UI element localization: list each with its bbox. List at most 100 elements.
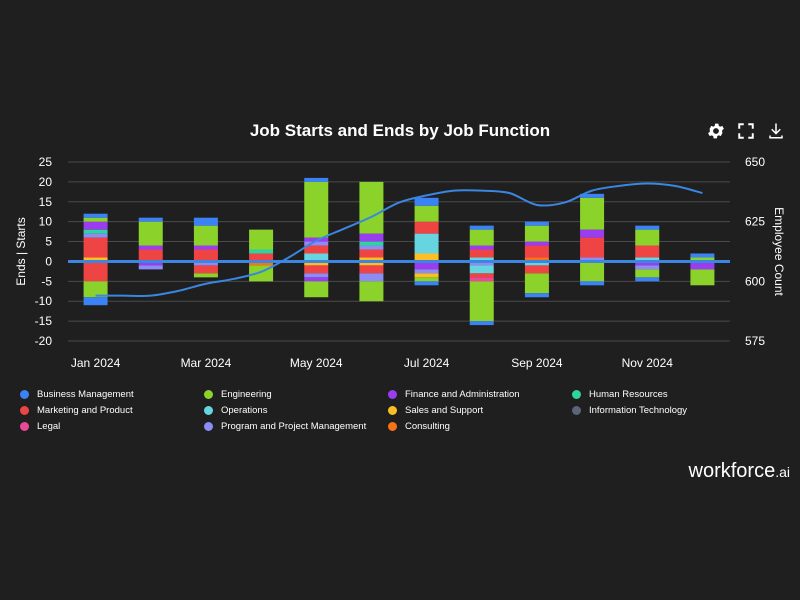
legend-label: Marketing and Product bbox=[37, 405, 133, 416]
bar-segment-end bbox=[359, 273, 384, 282]
bars-group bbox=[83, 177, 715, 326]
bar-segment-end bbox=[193, 261, 218, 266]
bar-segment-start bbox=[359, 241, 384, 246]
y2-tick-label: 625 bbox=[745, 215, 765, 229]
legend-item[interactable]: Operations bbox=[204, 405, 267, 416]
legend-label: Operations bbox=[221, 405, 268, 416]
bar-segment-end bbox=[249, 261, 274, 266]
bar-segment-end bbox=[304, 277, 329, 282]
y-tick-label: -20 bbox=[35, 334, 53, 348]
legend-item[interactable]: Information Technology bbox=[572, 405, 687, 416]
bar-segment-end bbox=[469, 265, 494, 274]
legend-label: Finance and Administration bbox=[405, 389, 520, 400]
legend-item[interactable]: Program and Project Management bbox=[204, 421, 366, 432]
bar-segment-start bbox=[635, 257, 660, 262]
bar-segment-start bbox=[414, 205, 439, 222]
bar-segment-start bbox=[83, 213, 108, 218]
bar-segment-end bbox=[469, 261, 494, 266]
bar-segment-end bbox=[83, 261, 108, 282]
bar-segment-end bbox=[524, 261, 549, 266]
bar-segment-start bbox=[304, 237, 329, 242]
legend-item[interactable]: Finance and Administration bbox=[388, 389, 520, 400]
x-tick-label: Nov 2024 bbox=[622, 356, 674, 370]
bar-segment-end bbox=[580, 261, 605, 282]
legend-swatch bbox=[20, 406, 29, 415]
x-tick-label: Jul 2024 bbox=[404, 356, 450, 370]
axes-group: 25 20 15 10 5 0 -5 -10 -15 -20 650 625 600 575 Jan 202… bbox=[14, 155, 786, 370]
chart-title: Job Starts and Ends by Job Function bbox=[249, 121, 551, 140]
legend-swatch bbox=[388, 422, 397, 431]
bar-segment-start bbox=[635, 245, 660, 258]
brand-logo: workforce.ai bbox=[689, 460, 791, 483]
bar-segment-end bbox=[635, 261, 660, 266]
bar-segment-end bbox=[690, 261, 715, 270]
x-tick-label: Sep 2024 bbox=[511, 356, 563, 370]
bar-segment-start bbox=[580, 193, 605, 198]
legend-swatch bbox=[572, 390, 581, 399]
bar-segment-end bbox=[414, 273, 439, 278]
y2-tick-label: 600 bbox=[745, 274, 765, 288]
bar-segment-start bbox=[138, 217, 163, 222]
bar-segment-end bbox=[359, 265, 384, 274]
bar-segment-start bbox=[359, 245, 384, 250]
legend-swatch bbox=[20, 422, 29, 431]
legend-label: Consulting bbox=[405, 421, 450, 432]
bar-segment-start bbox=[359, 181, 384, 234]
settings-icon[interactable] bbox=[706, 121, 726, 141]
bar-segment-end bbox=[524, 273, 549, 294]
bar-segment-start bbox=[414, 233, 439, 254]
bar-segment-start bbox=[524, 221, 549, 226]
y-tick-label: -5 bbox=[41, 274, 52, 288]
download-icon[interactable] bbox=[766, 121, 786, 141]
bar-segment-start bbox=[524, 257, 549, 262]
legend-item[interactable]: Consulting bbox=[388, 421, 450, 432]
x-tick-label: Mar 2024 bbox=[181, 356, 232, 370]
bar-segment-end bbox=[83, 281, 108, 298]
y-tick-label: 15 bbox=[39, 195, 53, 209]
x-tick-label: May 2024 bbox=[290, 356, 343, 370]
bar-segment-start bbox=[524, 245, 549, 258]
bar-segment-start bbox=[469, 245, 494, 250]
legend-label: Program and Project Management bbox=[221, 421, 367, 432]
legend-item[interactable]: Human Resources bbox=[572, 389, 668, 400]
bar-segment-start bbox=[359, 249, 384, 258]
y-tick-label: 25 bbox=[39, 155, 53, 169]
bar-segment-start bbox=[580, 197, 605, 230]
bar-segment-start bbox=[193, 245, 218, 250]
brand-suffix: .ai bbox=[775, 464, 790, 480]
bar-segment-end bbox=[304, 265, 329, 274]
fullscreen-icon[interactable] bbox=[736, 121, 756, 141]
bar-segment-start bbox=[138, 221, 163, 246]
headcount-line-group bbox=[95, 182, 703, 298]
bar-segment-start bbox=[83, 229, 108, 234]
bar-segment-start bbox=[469, 229, 494, 246]
bar-segment-start bbox=[304, 253, 329, 262]
bar-segment-start bbox=[193, 217, 218, 226]
bar-segment-end bbox=[359, 261, 384, 266]
bar-segment-start bbox=[249, 249, 274, 254]
legend-item[interactable]: Marketing and Product bbox=[20, 405, 133, 416]
bar-segment-start bbox=[690, 253, 715, 258]
bar-segment-start bbox=[304, 245, 329, 254]
legend-item[interactable]: Business Management bbox=[20, 389, 134, 400]
bar-segment-start bbox=[193, 249, 218, 262]
y2-tick-label: 575 bbox=[745, 334, 765, 348]
legend-swatch bbox=[572, 406, 581, 415]
legend-item[interactable]: Engineering bbox=[204, 389, 272, 400]
bar-segment-end bbox=[359, 281, 384, 302]
legend-swatch bbox=[204, 422, 213, 431]
bar-segment-start bbox=[83, 237, 108, 258]
legend-item[interactable]: Legal bbox=[20, 421, 60, 432]
y-tick-label: 0 bbox=[45, 254, 52, 268]
bar-segment-end bbox=[138, 265, 163, 270]
bar-segment-start bbox=[249, 253, 274, 262]
bar-segment-end bbox=[304, 261, 329, 266]
bar-segment-start bbox=[469, 225, 494, 230]
bar-segment-end bbox=[690, 269, 715, 286]
bar-segment-start bbox=[580, 237, 605, 258]
bar-segment-end bbox=[138, 261, 163, 266]
y-tick-label: 20 bbox=[39, 175, 53, 189]
bar-segment-start bbox=[83, 217, 108, 222]
legend-item[interactable]: Sales and Support bbox=[388, 405, 483, 416]
legend-label: Engineering bbox=[221, 389, 272, 400]
